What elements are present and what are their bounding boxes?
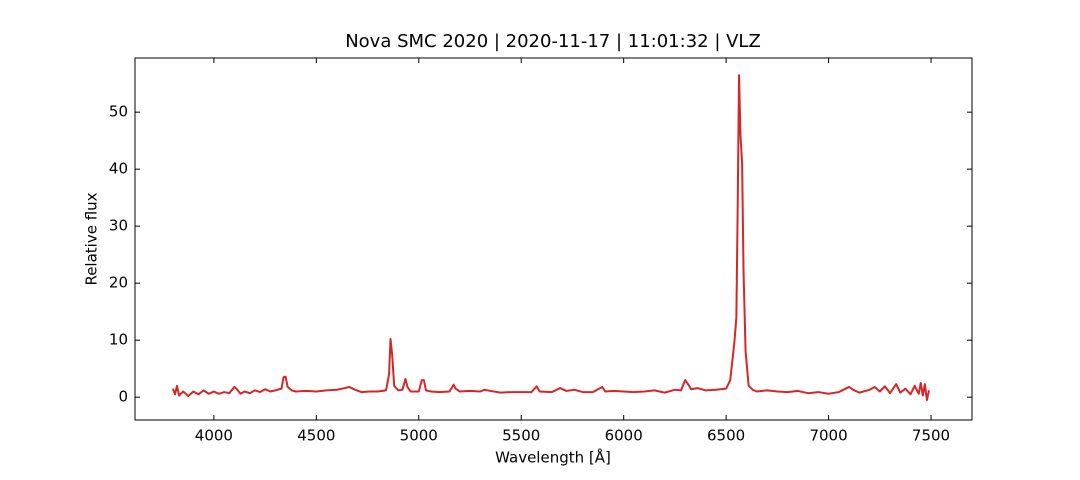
x-tick-label: 4500 — [297, 427, 335, 445]
x-tick-label: 6500 — [707, 427, 745, 445]
x-tick-label: 4000 — [195, 427, 233, 445]
y-tick-label: 40 — [109, 160, 128, 178]
x-tick-label: 7500 — [912, 427, 950, 445]
x-tick-label: 6000 — [605, 427, 643, 445]
spectrum-line — [171, 74, 930, 402]
y-tick-label: 50 — [109, 103, 128, 121]
y-tick-label: 30 — [109, 217, 128, 235]
x-tick-label: 5000 — [400, 427, 438, 445]
y-tick-label: 10 — [109, 331, 128, 349]
chart-title: Nova SMC 2020 | 2020-11-17 | 11:01:32 | … — [345, 31, 761, 52]
y-tick-label: 20 — [109, 274, 128, 292]
x-tick-label: 5500 — [502, 427, 540, 445]
y-axis-label: Relative flux — [83, 192, 101, 285]
x-tick-label: 7000 — [809, 427, 847, 445]
x-axis-label: Wavelength [Å] — [495, 448, 611, 467]
plot-frame — [134, 57, 973, 421]
y-tick-label: 0 — [118, 388, 128, 406]
